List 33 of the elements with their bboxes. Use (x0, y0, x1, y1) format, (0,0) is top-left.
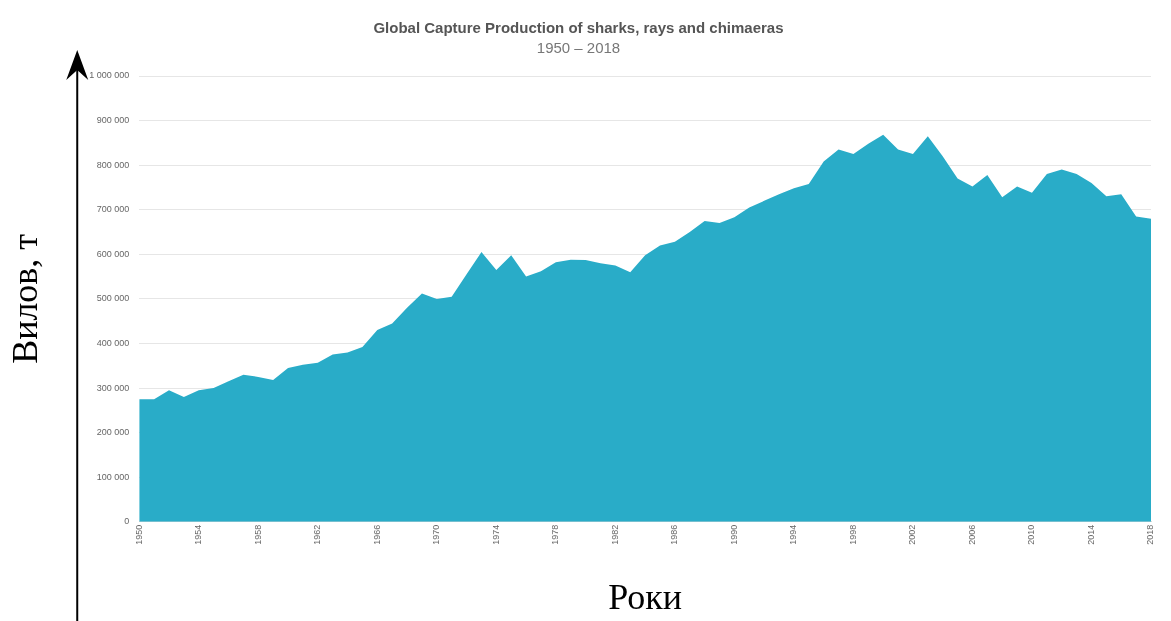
x-tick-label: 1950 (133, 524, 144, 545)
x-tick-label: 1970 (431, 524, 442, 545)
y-tick-label: 600 000 (96, 248, 130, 259)
y-tick-label: 100 000 (96, 471, 130, 482)
x-tick-label: 1982 (609, 524, 620, 545)
x-tick-label: 1998 (847, 524, 858, 545)
x-tick-label: 1954 (193, 524, 204, 545)
x-tick-label: 1990 (728, 524, 739, 545)
y-tick-label: 800 000 (96, 159, 130, 170)
x-tick-label: 2014 (1085, 524, 1096, 545)
x-tick-label: 1994 (788, 524, 799, 545)
y-tick-label: 700 000 (96, 204, 130, 215)
y-tick-label: 200 000 (96, 427, 130, 438)
chart-subtitle: 1950 – 2018 (536, 39, 621, 57)
y-tick-label: 1 000 000 (89, 70, 130, 81)
x-tick-label: 2006 (966, 524, 977, 545)
y-tick-label: 500 000 (96, 293, 130, 304)
x-tick-label: 1966 (371, 524, 382, 545)
x-tick-label: 1958 (252, 524, 263, 545)
y-tick-label: 0 (124, 516, 130, 527)
x-tick-label: 1986 (669, 524, 680, 545)
y-axis-title: Вилов, т (5, 233, 46, 364)
y-tick-label: 400 000 (96, 337, 130, 348)
x-tick-label: 1962 (312, 524, 323, 545)
x-tick-label: 2018 (1145, 524, 1156, 545)
chart-title: Global Capture Production of sharks, rays and chimaeras (373, 19, 784, 37)
x-tick-label: 2002 (907, 524, 918, 545)
y-tick-label: 300 000 (96, 382, 130, 393)
x-tick-label: 2010 (1026, 524, 1037, 545)
x-axis-title: Роки (608, 576, 683, 617)
x-tick-label: 1978 (550, 524, 561, 545)
x-tick-label: 1974 (490, 524, 501, 545)
y-tick-label: 900 000 (96, 115, 130, 126)
